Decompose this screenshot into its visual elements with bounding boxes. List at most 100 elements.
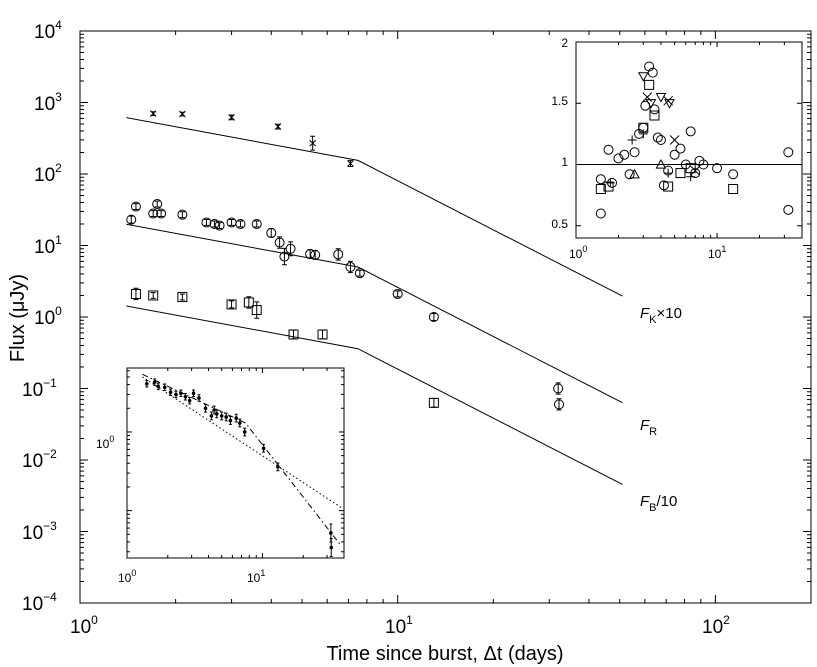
data-errorbar — [211, 220, 217, 228]
inset-lightcurve-point — [162, 385, 167, 390]
data-errorbar — [158, 210, 164, 217]
data-point — [126, 214, 137, 225]
data-errorbar — [347, 260, 353, 274]
inset-lightcurve-point — [179, 391, 183, 396]
inset-ratio-point — [642, 92, 653, 102]
data-point — [228, 113, 235, 121]
inset-ratio-point — [637, 72, 649, 82]
data-point — [305, 249, 316, 260]
model-line — [126, 223, 623, 404]
data-point — [226, 299, 237, 310]
inset-lightcurve-point — [197, 396, 201, 400]
inset-lightcurve-point — [261, 446, 266, 451]
inset-ratio-point — [663, 168, 673, 178]
main-ytick-label: 10−1 — [22, 376, 57, 401]
inset-lightcurve-point — [214, 412, 219, 416]
inset-ratio-point — [669, 135, 680, 145]
data-point — [177, 292, 188, 303]
data-errorbar — [154, 200, 160, 208]
data-errorbar — [395, 290, 401, 298]
data-point — [274, 237, 285, 248]
inset-lightcurve-chart: 100 100 101 — [96, 367, 345, 585]
inset-ratio-point — [655, 93, 667, 103]
data-point — [347, 160, 354, 167]
inset-lightcurve-point — [237, 421, 242, 425]
series-label-fk: FK×10 — [640, 305, 682, 326]
inset-ratio-point — [728, 169, 739, 180]
data-point — [149, 110, 157, 117]
inset-lightcurve-point — [224, 415, 229, 419]
data-point — [274, 123, 282, 130]
inset-ratio-point — [595, 208, 606, 219]
main-ytick-label: 10−4 — [22, 590, 57, 615]
data-point — [392, 288, 403, 299]
inset-lightcurve-frame — [126, 367, 345, 559]
inset-lightcurve-model-line — [142, 373, 342, 546]
inset-ratio-point — [783, 147, 794, 158]
inset-ratio-point — [649, 110, 660, 121]
data-point — [285, 243, 296, 254]
inset-ratio-point — [655, 135, 666, 145]
inset-ratio-point — [638, 129, 648, 139]
model-line — [126, 305, 623, 485]
inset-lightcurve-ytick-label: 100 — [96, 434, 114, 451]
data-errorbar — [335, 248, 341, 261]
inset-ratio-point — [690, 165, 701, 176]
data-errorbar — [229, 300, 235, 309]
main-ytick-label: 103 — [34, 90, 62, 115]
series-label-fb: FB/10 — [640, 493, 677, 514]
inset-lightcurve-point — [219, 414, 224, 418]
data-errorbar — [357, 269, 363, 277]
data-errorbar — [179, 211, 185, 219]
data-point — [354, 268, 365, 279]
inset-lightcurve-point — [191, 391, 196, 396]
inset-ratio-point — [624, 169, 635, 180]
data-errorbar — [254, 301, 260, 319]
data-point — [428, 397, 439, 408]
inset-ratio-point — [629, 168, 640, 179]
inset-ratio-point — [644, 61, 655, 72]
inset-ratio-xtick-label: 101 — [708, 244, 726, 261]
inset-lightcurve-point — [152, 380, 157, 384]
inset-lightcurve-point — [168, 390, 173, 395]
main-y-axis-title: Flux (μJy) — [7, 274, 29, 362]
inset-lightcurve-point — [187, 398, 192, 403]
main-xtick-label: 100 — [70, 613, 98, 638]
data-point — [310, 249, 321, 260]
inset-ratio-point — [712, 163, 723, 174]
main-xtick-label: 102 — [702, 613, 730, 638]
inset-ratio-point — [644, 79, 655, 90]
main-model-lines — [126, 117, 623, 485]
inset-ratio-point — [603, 144, 614, 155]
inset-ratio-ytick-label: 1.5 — [551, 94, 568, 108]
main-ytick-label: 101 — [34, 233, 62, 258]
model-line — [126, 117, 623, 297]
inset-ratio-ytick-label: 2 — [561, 36, 568, 50]
inset-ratio-point — [605, 178, 615, 188]
inset-lightcurve-point — [212, 408, 216, 412]
inset-ratio-point — [629, 147, 640, 158]
inset-lightcurve-xtick-label: 100 — [118, 568, 136, 585]
data-errorbar — [277, 236, 283, 249]
inset-ratio-point — [675, 143, 686, 154]
inset-ratio-xtick-label: 100 — [569, 244, 587, 261]
main-ytick-label: 10−3 — [22, 519, 57, 544]
data-errorbar — [203, 219, 209, 226]
inset-ratio-ytick-label: 1 — [561, 155, 568, 169]
data-errorbar — [229, 219, 235, 226]
inset-ratio-point — [663, 95, 674, 106]
inset-ratio-point — [619, 149, 630, 160]
inset-ratio-point — [652, 132, 663, 143]
inset-lightcurve-model-lines — [142, 373, 342, 546]
data-errorbar — [217, 222, 223, 230]
inset-lightcurve-point — [234, 416, 238, 420]
series-label-fr: FR — [640, 417, 657, 438]
data-point — [130, 288, 141, 299]
data-point — [428, 312, 439, 322]
data-errorbar — [246, 296, 252, 309]
inset-ratio-point — [603, 181, 614, 192]
inset-lightcurve-points — [144, 378, 334, 557]
main-xtick-label: 101 — [385, 613, 413, 638]
inset-lightcurve-point — [276, 465, 280, 469]
